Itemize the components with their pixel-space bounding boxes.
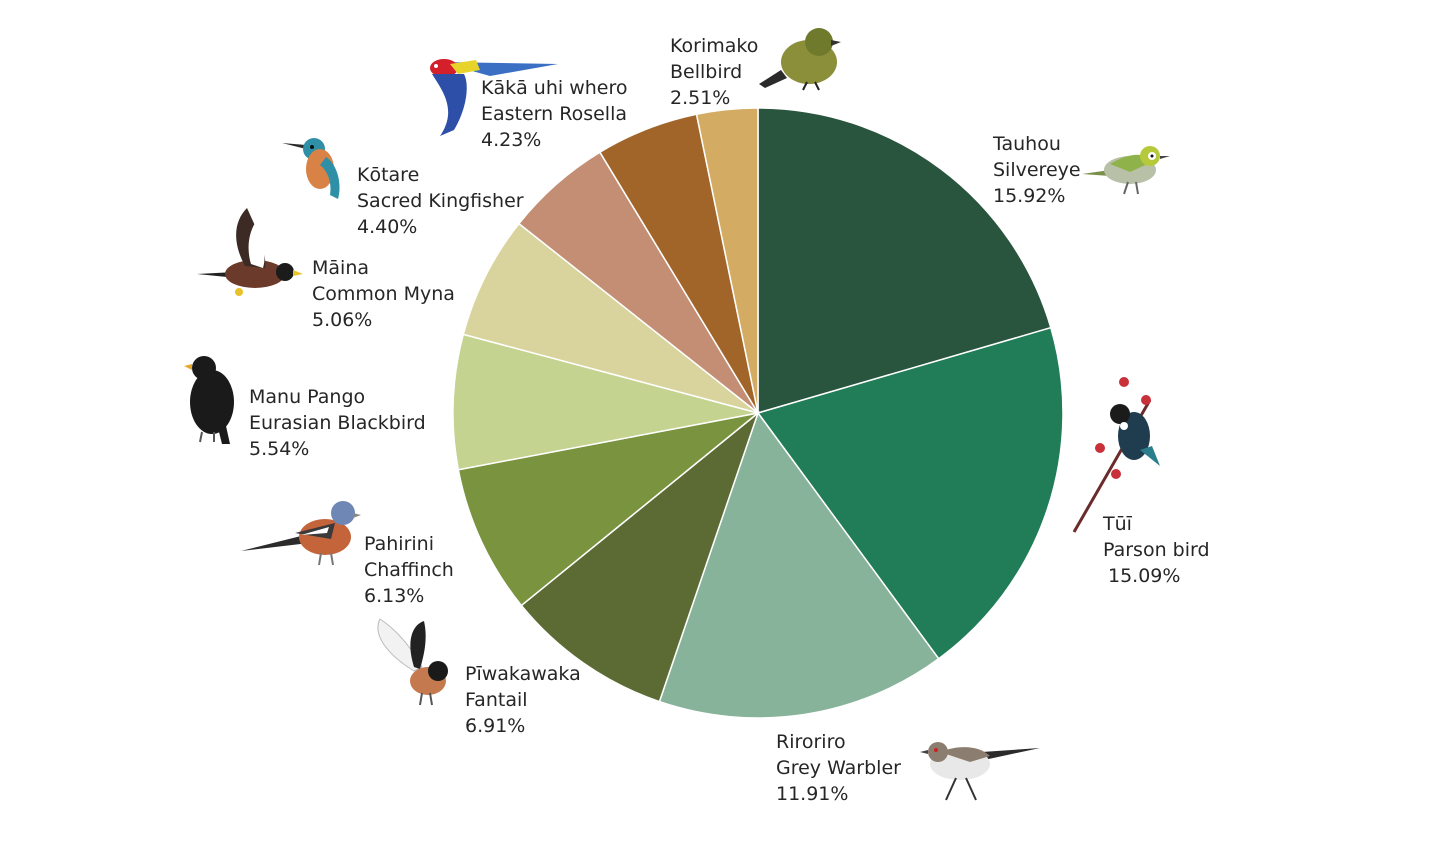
kingfisher-bird-icon (282, 138, 340, 199)
fantail-bird-icon (377, 618, 448, 706)
label-english-name: Parson bird (1103, 539, 1210, 561)
tui-bird-icon (1072, 377, 1160, 533)
label-english-name: Common Myna (312, 283, 455, 305)
chaffinch-bird-icon (241, 501, 361, 566)
pie-slice-chaffinch (457, 412, 759, 607)
pie-slices (452, 107, 1064, 719)
label-percentage: 11.91% (776, 783, 849, 805)
label-percentage: 15.09% (1108, 565, 1181, 587)
label-maori-name: Pīwakawaka (465, 663, 581, 685)
label-maori-name: Korimako (670, 35, 759, 57)
label-english-name: Grey Warbler (776, 757, 901, 779)
label-percentage: 6.91% (465, 715, 526, 737)
pie-slice-grey-warbler (658, 411, 940, 719)
label-maori-name: Riroriro (776, 731, 846, 753)
label-english-name: Eastern Rosella (481, 103, 628, 125)
pie-slice-eurasian-blackbird (452, 333, 759, 471)
bellbird-icon (759, 28, 841, 91)
label-percentage: 5.54% (249, 438, 310, 460)
label-maori-name: Tauhou (993, 133, 1061, 155)
rosella-bird-icon (430, 59, 558, 136)
pie-slice-parson-bird (756, 326, 1064, 660)
label-percentage: 15.92% (993, 185, 1066, 207)
silvereye-bird-icon (1082, 146, 1170, 195)
label-common-myna: Māina Common Myna 5.06% (312, 255, 455, 333)
label-percentage: 5.06% (312, 309, 373, 331)
label-maori-name: Kōtare (357, 164, 420, 186)
label-sacred-kingfisher: Kōtare Sacred Kingfisher 4.40% (357, 162, 524, 240)
label-percentage: 4.40% (357, 216, 418, 238)
label-percentage: 6.13% (364, 585, 425, 607)
label-english-name: Fantail (465, 689, 528, 711)
label-parson-bird: Tūī Parson bird 15.09% (1103, 511, 1210, 589)
label-maori-name: Māina (312, 257, 369, 279)
grey-warbler-bird-icon (920, 742, 1040, 801)
pie-slice-fantail (520, 410, 760, 703)
label-silvereye: Tauhou Silvereye 15.92% (993, 131, 1081, 209)
label-english-name: Silvereye (993, 159, 1081, 181)
label-english-name: Bellbird (670, 61, 743, 83)
pie-slice-silvereye (757, 107, 1052, 414)
label-chaffinch: Pahirini Chaffinch 6.13% (364, 531, 454, 609)
pie-slice-bellbird (695, 107, 759, 414)
label-english-name: Sacred Kingfisher (357, 190, 524, 212)
label-percentage: 4.23% (481, 129, 542, 151)
label-maori-name: Kākā uhi whero (481, 77, 628, 99)
myna-bird-icon (197, 208, 303, 296)
label-bellbird: Korimako Bellbird 2.51% (670, 33, 758, 111)
label-eastern-rosella: Kākā uhi whero Eastern Rosella 4.23% (481, 75, 627, 153)
label-english-name: Chaffinch (364, 559, 454, 581)
pie-slice-common-myna (462, 222, 759, 414)
label-eurasian-blackbird: Manu Pango Eurasian Blackbird 5.54% (249, 384, 426, 462)
label-maori-name: Tūī (1103, 513, 1132, 535)
blackbird-icon (184, 356, 234, 444)
label-maori-name: Manu Pango (249, 386, 366, 408)
label-fantail: Pīwakawaka Fantail 6.91% (465, 661, 581, 739)
label-percentage: 2.51% (670, 87, 731, 109)
label-grey-warbler: Riroriro Grey Warbler 11.91% (776, 729, 901, 807)
label-english-name: Eurasian Blackbird (249, 412, 426, 434)
label-maori-name: Pahirini (364, 533, 434, 555)
